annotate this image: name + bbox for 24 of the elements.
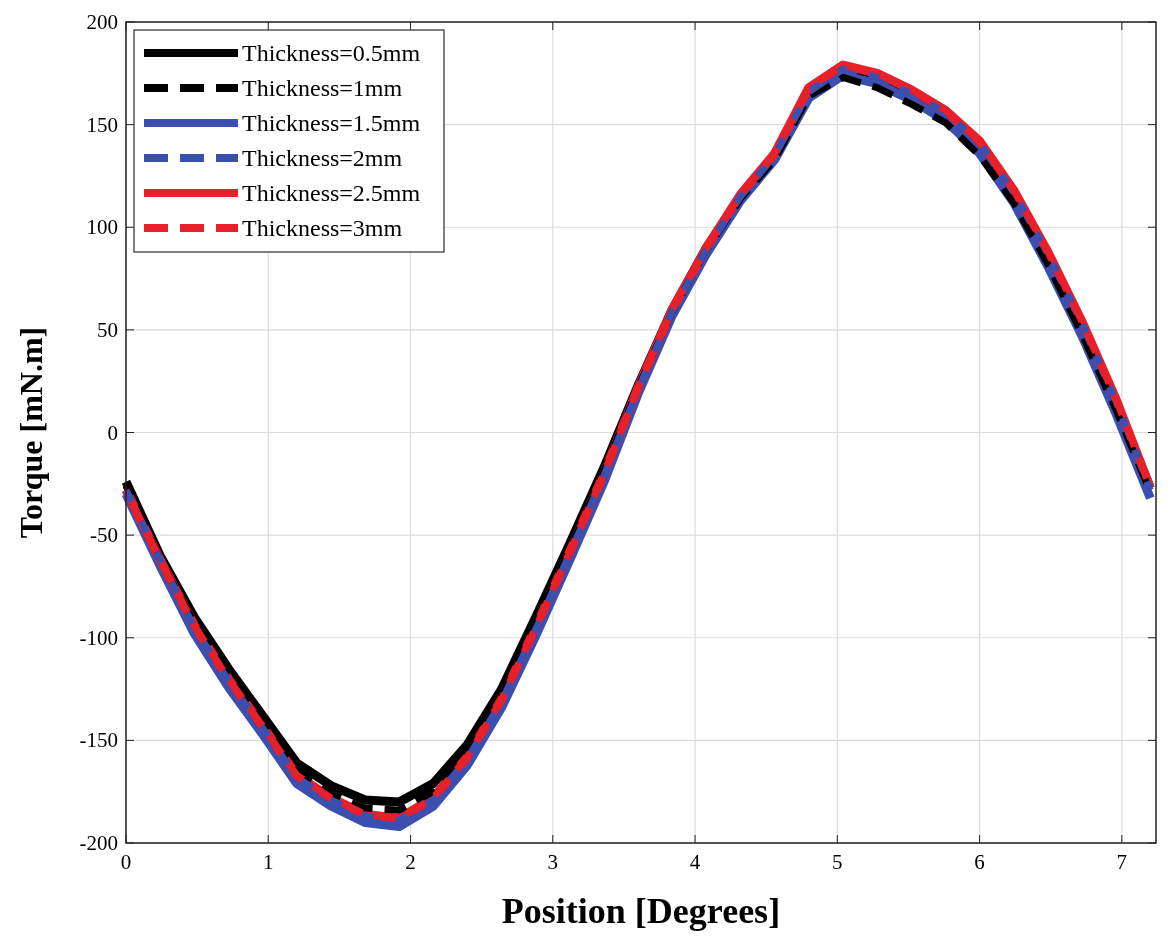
y-tick-label: 150	[86, 112, 118, 137]
y-axis-title: Torque [mN.m]	[13, 326, 49, 539]
legend-label: Thickness=2mm	[242, 145, 403, 171]
x-tick-label: 5	[832, 850, 843, 874]
legend-label: Thickness=1mm	[242, 75, 403, 101]
y-tick-label: -100	[79, 625, 118, 650]
x-tick-label: 2	[405, 850, 416, 874]
legend-label: Thickness=3mm	[242, 215, 403, 241]
x-tick-label: 1	[263, 850, 274, 874]
y-tick-label: 200	[86, 10, 118, 34]
x-tick-label: 3	[547, 850, 559, 874]
x-tick-label: 4	[689, 850, 701, 874]
y-tick-label: -50	[90, 523, 118, 548]
legend-label: Thickness=0.5mm	[242, 40, 421, 66]
x-tick-label: 6	[974, 850, 985, 874]
legend-label: Thickness=2.5mm	[242, 180, 421, 206]
y-tick-label: 50	[97, 317, 118, 342]
y-tick-label: 100	[86, 215, 118, 240]
legend-label: Thickness=1.5mm	[242, 110, 421, 136]
y-tick-label: -200	[79, 831, 118, 855]
x-tick-label: 7	[1116, 850, 1128, 874]
y-tick-label: 0	[107, 420, 118, 445]
y-tick-label: -150	[79, 728, 118, 753]
x-axis-title: Position [Degrees]	[501, 891, 781, 931]
